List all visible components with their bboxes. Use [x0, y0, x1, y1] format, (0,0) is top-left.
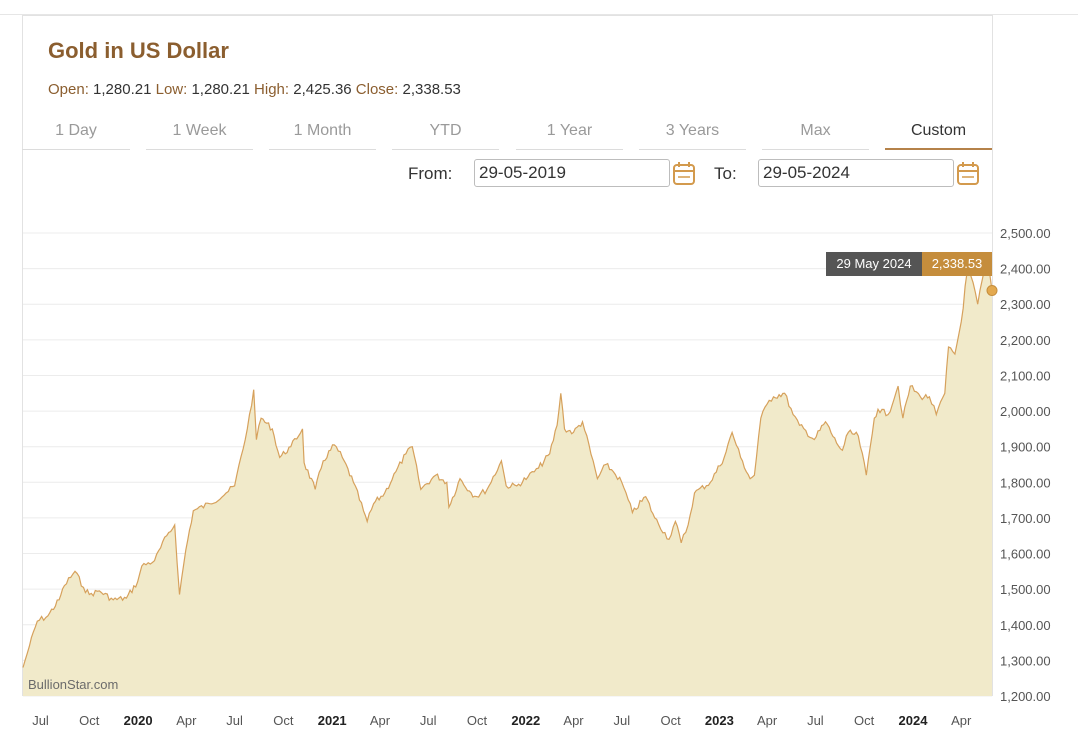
top-rule: [0, 14, 1078, 15]
low-label: Low:: [155, 81, 188, 98]
high-value: 2,425.36: [293, 81, 352, 98]
open-value: 1,280.21: [93, 81, 152, 98]
tooltip-value: 2,338.53: [922, 252, 992, 276]
x-tick-label: Jul: [32, 713, 49, 728]
x-tick-label: Apr: [370, 713, 391, 728]
last-price-marker: [986, 285, 998, 297]
x-tick-label: Oct: [660, 713, 681, 728]
tab-1-month[interactable]: 1 Month: [269, 116, 376, 150]
close-label: Close:: [355, 81, 399, 98]
y-tick-label: 1,400.00: [1000, 618, 1051, 633]
y-tick-label: 1,700.00: [1000, 511, 1051, 526]
price-area: [23, 259, 992, 696]
x-tick-label: Oct: [273, 713, 294, 728]
tab-custom[interactable]: Custom: [885, 116, 992, 150]
y-tick-label: 2,500.00: [1000, 226, 1051, 241]
x-tick-label: 2022: [511, 713, 540, 728]
from-date-input[interactable]: [474, 159, 670, 187]
x-tick-label: Oct: [79, 713, 100, 728]
tab-3-years[interactable]: 3 Years: [639, 116, 746, 150]
to-calendar-icon[interactable]: [956, 160, 980, 186]
x-tick-label: Apr: [176, 713, 197, 728]
tab-ytd[interactable]: YTD: [392, 116, 499, 150]
y-tick-label: 1,300.00: [1000, 653, 1051, 668]
x-tick-label: Oct: [467, 713, 488, 728]
from-calendar-icon[interactable]: [672, 160, 696, 186]
y-tick-label: 2,100.00: [1000, 368, 1051, 383]
close-value: 2,338.53: [402, 81, 461, 98]
x-tick-label: Jul: [807, 713, 824, 728]
x-tick-label: 2021: [318, 713, 347, 728]
brand-watermark: BullionStar.com: [28, 677, 119, 692]
tab-1-day[interactable]: 1 Day: [22, 116, 130, 150]
x-tick-label: Apr: [563, 713, 584, 728]
to-date-input[interactable]: [758, 159, 954, 187]
x-tick-label: Jul: [226, 713, 243, 728]
x-tick-label: 2023: [705, 713, 734, 728]
x-axis-ticks: Jul Oct 2020 Apr Jul Oct 2021 Apr Jul Oct 2022 Apr J…: [32, 713, 972, 728]
y-tick-label: 2,000.00: [1000, 404, 1051, 419]
tab-1-year[interactable]: 1 Year: [516, 116, 623, 150]
chart-title: Gold in US Dollar: [48, 38, 229, 63]
tab-1-week[interactable]: 1 Week: [146, 116, 253, 150]
tooltip-date: 29 May 2024: [826, 252, 922, 276]
tab-max[interactable]: Max: [762, 116, 869, 150]
y-axis-ticks: 1,200.00 1,300.00 1,400.00 1,500.00 1,600.00…: [1000, 226, 1051, 704]
y-tick-label: 1,600.00: [1000, 547, 1051, 562]
x-tick-label: Apr: [951, 713, 972, 728]
y-tick-label: 2,400.00: [1000, 262, 1051, 277]
y-tick-label: 1,200.00: [1000, 689, 1051, 704]
to-label: To:: [714, 164, 737, 183]
low-value: 1,280.21: [191, 81, 250, 98]
y-tick-label: 2,300.00: [1000, 297, 1051, 312]
from-label: From:: [408, 164, 453, 183]
open-label: Open:: [48, 81, 89, 98]
x-tick-label: Oct: [854, 713, 875, 728]
y-tick-label: 2,200.00: [1000, 333, 1051, 348]
y-tick-label: 1,900.00: [1000, 440, 1051, 455]
price-line: [22, 259, 993, 668]
x-tick-label: 2020: [124, 713, 153, 728]
y-tick-label: 1,500.00: [1000, 582, 1051, 597]
x-tick-label: Jul: [420, 713, 437, 728]
x-tick-label: 2024: [899, 713, 929, 728]
y-tick-label: 1,800.00: [1000, 475, 1051, 490]
ohlc-summary: Open: 1,280.21 Low: 1,280.21 High: 2,425…: [48, 81, 461, 98]
x-tick-label: Apr: [757, 713, 778, 728]
high-label: High:: [254, 81, 290, 98]
x-tick-label: Jul: [613, 713, 630, 728]
